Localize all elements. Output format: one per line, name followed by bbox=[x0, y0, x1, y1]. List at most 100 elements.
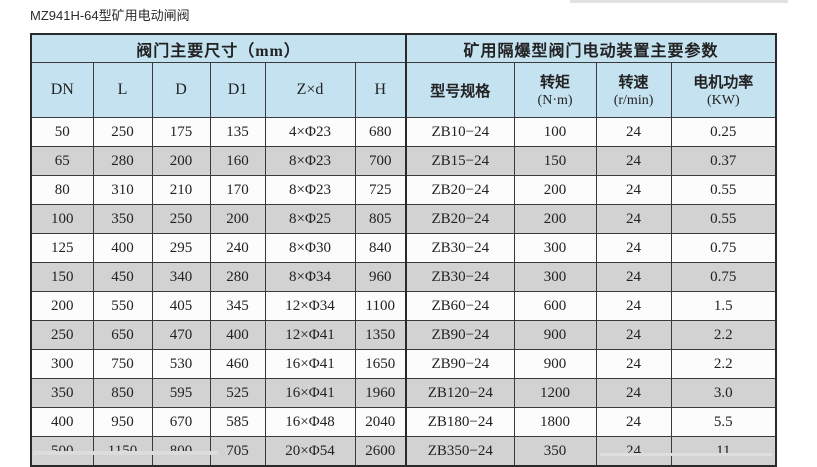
cell-h: 700 bbox=[354, 146, 408, 176]
cell-zxd: 20×Φ54 bbox=[264, 436, 356, 467]
cell-dn: 150 bbox=[30, 262, 94, 292]
table-header: 阀门主要尺寸（mm） 矿用隔爆型阀门电动装置主要参数 DN L D D1 Z×d H 型号规… bbox=[30, 33, 777, 118]
cell-h: 960 bbox=[354, 262, 408, 292]
table-row: 400 950 670 585 16×Φ48 2040 ZB180−24 1800 24 5.5 bbox=[30, 407, 777, 437]
cell-torque: 900 bbox=[513, 349, 597, 379]
column-header-zxd: Z×d bbox=[264, 62, 356, 118]
column-header-h: H bbox=[354, 62, 408, 118]
page-title: MZ941H-64型矿用电动闸阀 bbox=[30, 8, 190, 23]
cell-l: 450 bbox=[92, 262, 153, 292]
cell-l: 550 bbox=[92, 291, 153, 321]
column-header-label: H bbox=[374, 81, 387, 98]
cell-torque: 200 bbox=[513, 175, 597, 205]
cell-torque: 150 bbox=[513, 146, 597, 176]
column-header-power: 电机功率 (KW) bbox=[670, 62, 777, 118]
table-body: 50 250 175 135 4×Φ23 680 ZB10−24 100 24 0.25 65 280… bbox=[30, 117, 777, 467]
cell-d: 250 bbox=[151, 204, 211, 234]
table-row: 50 250 175 135 4×Φ23 680 ZB10−24 100 24 0.25 bbox=[30, 117, 777, 147]
cell-l: 400 bbox=[92, 233, 153, 263]
cell-torque: 1800 bbox=[513, 407, 597, 437]
cell-model: ZB90−24 bbox=[405, 349, 515, 379]
cell-power: 2.2 bbox=[670, 320, 777, 350]
cell-model: ZB10−24 bbox=[405, 117, 515, 147]
column-header-label: 转矩 bbox=[540, 75, 571, 91]
cell-speed: 24 bbox=[595, 262, 672, 292]
cell-speed: 24 bbox=[595, 378, 672, 408]
cell-d1: 240 bbox=[209, 233, 266, 263]
cell-d: 295 bbox=[151, 233, 211, 263]
cell-power: 5.5 bbox=[670, 407, 777, 437]
cell-model: ZB60−24 bbox=[405, 291, 515, 321]
cell-l: 350 bbox=[92, 204, 153, 234]
cell-model: ZB90−24 bbox=[405, 320, 515, 350]
table-row: 350 850 595 525 16×Φ41 1960 ZB120−24 1200 24 3.0 bbox=[30, 378, 777, 408]
column-header-d: D bbox=[151, 62, 211, 118]
cell-h: 680 bbox=[354, 117, 408, 147]
cell-zxd: 16×Φ41 bbox=[264, 378, 356, 408]
cell-model: ZB20−24 bbox=[405, 204, 515, 234]
cell-power: 0.25 bbox=[670, 117, 777, 147]
cell-d: 200 bbox=[151, 146, 211, 176]
cell-speed: 24 bbox=[595, 291, 672, 321]
cell-model: ZB180−24 bbox=[405, 407, 515, 437]
cell-d: 470 bbox=[151, 320, 211, 350]
cell-model: ZB15−24 bbox=[405, 146, 515, 176]
cell-l: 850 bbox=[92, 378, 153, 408]
cell-power: 0.75 bbox=[670, 233, 777, 263]
cell-dn: 65 bbox=[30, 146, 94, 176]
cell-d: 405 bbox=[151, 291, 211, 321]
column-header-d1: D1 bbox=[209, 62, 266, 118]
cell-l: 750 bbox=[92, 349, 153, 379]
cell-model: ZB30−24 bbox=[405, 233, 515, 263]
column-header-label: Z×d bbox=[296, 81, 324, 98]
cell-d1: 400 bbox=[209, 320, 266, 350]
cell-h: 805 bbox=[354, 204, 408, 234]
cell-model: ZB350−24 bbox=[405, 436, 515, 467]
artifact-top bbox=[570, 0, 788, 3]
group-header-row: 阀门主要尺寸（mm） 矿用隔爆型阀门电动装置主要参数 bbox=[30, 33, 777, 63]
table-row: 125 400 295 240 8×Φ30 840 ZB30−24 300 24 0.75 bbox=[30, 233, 777, 263]
cell-speed: 24 bbox=[595, 436, 672, 467]
column-header-label: 转速 bbox=[618, 75, 649, 91]
column-header-row: DN L D D1 Z×d H 型号规格 转矩 (N·m) 转速 (r/min) 电机功率 (KW) bbox=[30, 62, 777, 118]
column-header-label: 型号规格 bbox=[430, 83, 491, 100]
cell-speed: 24 bbox=[595, 349, 672, 379]
cell-power: 1.5 bbox=[670, 291, 777, 321]
cell-dn: 125 bbox=[30, 233, 94, 263]
cell-dn: 400 bbox=[30, 407, 94, 437]
artifact-bottom-left bbox=[33, 451, 218, 455]
column-header-model: 型号规格 bbox=[405, 62, 515, 118]
cell-d1: 160 bbox=[209, 146, 266, 176]
cell-l: 280 bbox=[92, 146, 153, 176]
column-header-label: L bbox=[117, 81, 128, 98]
cell-d: 210 bbox=[151, 175, 211, 205]
cell-zxd: 8×Φ34 bbox=[264, 262, 356, 292]
cell-l: 950 bbox=[92, 407, 153, 437]
cell-d1: 345 bbox=[209, 291, 266, 321]
cell-d1: 460 bbox=[209, 349, 266, 379]
cell-zxd: 16×Φ41 bbox=[264, 349, 356, 379]
cell-d: 670 bbox=[151, 407, 211, 437]
cell-zxd: 12×Φ41 bbox=[264, 320, 356, 350]
cell-dn: 250 bbox=[30, 320, 94, 350]
group-header-dimensions: 阀门主要尺寸（mm） bbox=[30, 33, 408, 63]
cell-dn: 80 bbox=[30, 175, 94, 205]
cell-h: 1350 bbox=[354, 320, 408, 350]
cell-dn: 350 bbox=[30, 378, 94, 408]
table-row: 200 550 405 345 12×Φ34 1100 ZB60−24 600 24 1.5 bbox=[30, 291, 777, 321]
table-row: 300 750 530 460 16×Φ41 1650 ZB90−24 900 24 2.2 bbox=[30, 349, 777, 379]
cell-l: 310 bbox=[92, 175, 153, 205]
cell-torque: 900 bbox=[513, 320, 597, 350]
cell-speed: 24 bbox=[595, 233, 672, 263]
cell-d: 340 bbox=[151, 262, 211, 292]
column-header-dn: DN bbox=[30, 62, 94, 118]
cell-zxd: 4×Φ23 bbox=[264, 117, 356, 147]
cell-d: 530 bbox=[151, 349, 211, 379]
cell-zxd: 8×Φ25 bbox=[264, 204, 356, 234]
cell-speed: 24 bbox=[595, 175, 672, 205]
cell-power: 3.0 bbox=[670, 378, 777, 408]
cell-speed: 24 bbox=[595, 146, 672, 176]
column-header-label: DN bbox=[50, 81, 74, 98]
column-header-speed: 转速 (r/min) bbox=[595, 62, 672, 118]
cell-h: 2040 bbox=[354, 407, 408, 437]
